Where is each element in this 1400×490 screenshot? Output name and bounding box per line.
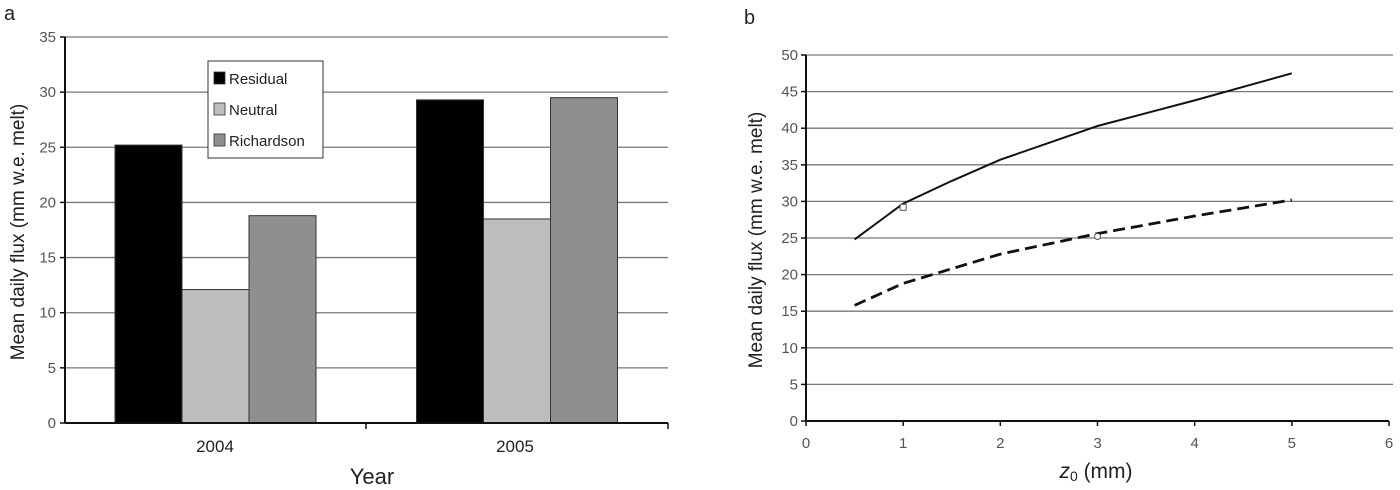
line-series-solid: [853, 72, 1293, 241]
legend-box: [207, 60, 324, 159]
bar-richardson-2005: [550, 97, 618, 424]
y-tick-label: 25: [781, 230, 798, 247]
x-axis-label-variable: z: [1058, 460, 1070, 483]
y-tick-label: 5: [48, 360, 56, 377]
x-tick-label: 0: [802, 435, 810, 452]
chart-a: 0 5 10 15 20 25 30 35 2004 2005 Year Mean daily flu…: [8, 29, 669, 489]
y-tick-label: 20: [39, 194, 56, 211]
x-tick-label: 6: [1385, 435, 1393, 452]
legend-label-neutral: Neutral: [229, 102, 277, 119]
y-tick-label: 15: [781, 303, 798, 320]
y-tick-label: 0: [790, 413, 798, 430]
y-tick-label: 45: [781, 84, 798, 101]
marker-square: [899, 203, 907, 211]
x-tick-label: 1: [899, 435, 907, 452]
legend-swatch-residual: [213, 71, 226, 85]
legend-label-residual: Residual: [229, 71, 287, 88]
x-axis-label-subscript: 0: [1070, 468, 1078, 484]
bar-richardson-2004: [248, 215, 317, 424]
legend: Residual Neutral Richardson: [207, 60, 324, 159]
y-tick-label: 0: [48, 415, 56, 432]
y-tick-label: 30: [781, 193, 798, 210]
y-axis-label: Mean daily flux (mm w.e. melt): [746, 112, 767, 369]
line-series-dashed: [854, 198, 1293, 307]
y-tick-label: 35: [39, 29, 56, 46]
y-tick-label: 25: [39, 139, 56, 156]
x-tick-label: 4: [1190, 435, 1198, 452]
x-axis-label: Year: [350, 464, 394, 489]
legend-label-richardson: Richardson: [229, 133, 305, 150]
x-tick-label: 2005: [496, 437, 534, 456]
x-tick-label: 5: [1288, 435, 1296, 452]
y-tick-label: 10: [39, 305, 56, 322]
y-axis-label: Mean daily flux (mm w.e. melt): [8, 104, 29, 361]
panel-b-label: b: [744, 7, 755, 29]
y-tick-label: 30: [39, 84, 56, 101]
x-tick-label: 3: [1093, 435, 1101, 452]
y-tick-label: 5: [790, 376, 798, 393]
panel-a-label: a: [4, 3, 16, 25]
x-axis-label: z0 (mm): [1058, 460, 1132, 484]
x-axis-label-unit: (mm): [1078, 460, 1133, 483]
bar-neutral-2005: [483, 218, 551, 424]
y-tick-label: 15: [39, 250, 56, 267]
y-tick-label: 35: [781, 157, 798, 174]
legend-swatch-richardson: [213, 133, 226, 147]
x-tick-label: 2004: [196, 437, 234, 456]
bar-residual-2005: [416, 99, 484, 424]
x-tick-label: 2: [996, 435, 1004, 452]
y-tick-label: 40: [781, 120, 798, 137]
y-tick-label: 10: [781, 340, 798, 357]
marker-circle: [1094, 233, 1101, 241]
y-tick-label: 50: [781, 47, 798, 64]
bar-neutral-2004: [181, 289, 250, 424]
legend-swatch-neutral: [213, 102, 226, 116]
y-tick-label: 20: [781, 267, 798, 284]
bar-residual-2004: [114, 144, 183, 424]
